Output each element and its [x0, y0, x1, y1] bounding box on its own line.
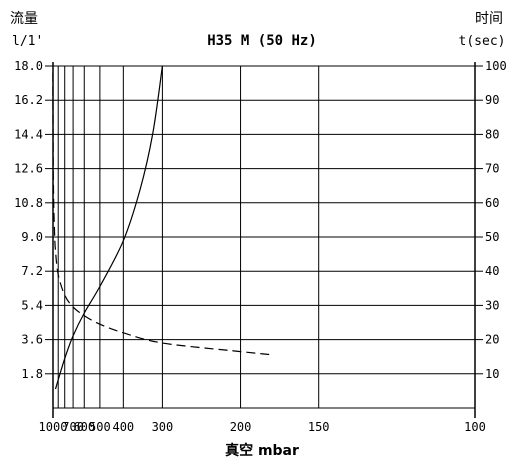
time-curve-dashed — [52, 72, 275, 356]
left-tick-label: 16.2 — [14, 93, 43, 107]
left-tick-label: 12.6 — [14, 162, 43, 176]
left-axis-title: 流量 — [10, 11, 38, 27]
chart-title: H35 M (50 Hz) — [207, 33, 317, 49]
x-axis-title: 真空 mbar — [225, 442, 299, 459]
right-tick-label: 10 — [485, 367, 499, 381]
left-tick-label: 18.0 — [14, 59, 43, 73]
x-tick-label: 1000 — [39, 420, 68, 434]
x-tick-label: 300 — [152, 420, 174, 434]
left-tick-label: 1.8 — [21, 367, 43, 381]
right-tick-label: 60 — [485, 196, 499, 210]
x-tick-label: 700 — [62, 420, 84, 434]
left-tick-label: 9.0 — [21, 230, 43, 244]
right-tick-label: 30 — [485, 298, 499, 312]
left-tick-label: 14.4 — [14, 127, 43, 141]
right-tick-label: 70 — [485, 162, 499, 176]
right-tick-label: 20 — [485, 333, 499, 347]
axes-frame — [52, 62, 476, 418]
x-tick-label: 150 — [308, 420, 330, 434]
x-tick-label: 600 — [73, 420, 95, 434]
x-tick-label: 500 — [89, 420, 111, 434]
x-tick-label: 200 — [230, 420, 252, 434]
flow-curve-solid — [54, 65, 163, 390]
right-axis-title: 时间 — [475, 11, 503, 27]
left-tick-label: 3.6 — [21, 333, 43, 347]
x-tick-label: 100 — [464, 420, 486, 434]
left-tick-label: 5.4 — [21, 298, 43, 312]
right-tick-label: 100 — [485, 59, 507, 73]
right-tick-label: 80 — [485, 127, 499, 141]
tick-layer: 1.8 3.6 5.4 7.2 9.0 10.8 12.6 14.4 16.2 18.0 10 20 3… — [14, 59, 507, 434]
grid-layer — [52, 65, 476, 408]
x-tick-label: 400 — [112, 420, 134, 434]
series-layer — [52, 65, 275, 390]
right-tick-label: 50 — [485, 230, 499, 244]
right-tick-label: 40 — [485, 264, 499, 278]
left-axis-unit: l/1' — [12, 34, 43, 49]
right-tick-label: 90 — [485, 93, 499, 107]
right-axis-unit: t(sec) — [459, 34, 506, 49]
left-tick-label: 7.2 — [21, 264, 43, 278]
left-tick-label: 10.8 — [14, 196, 43, 210]
